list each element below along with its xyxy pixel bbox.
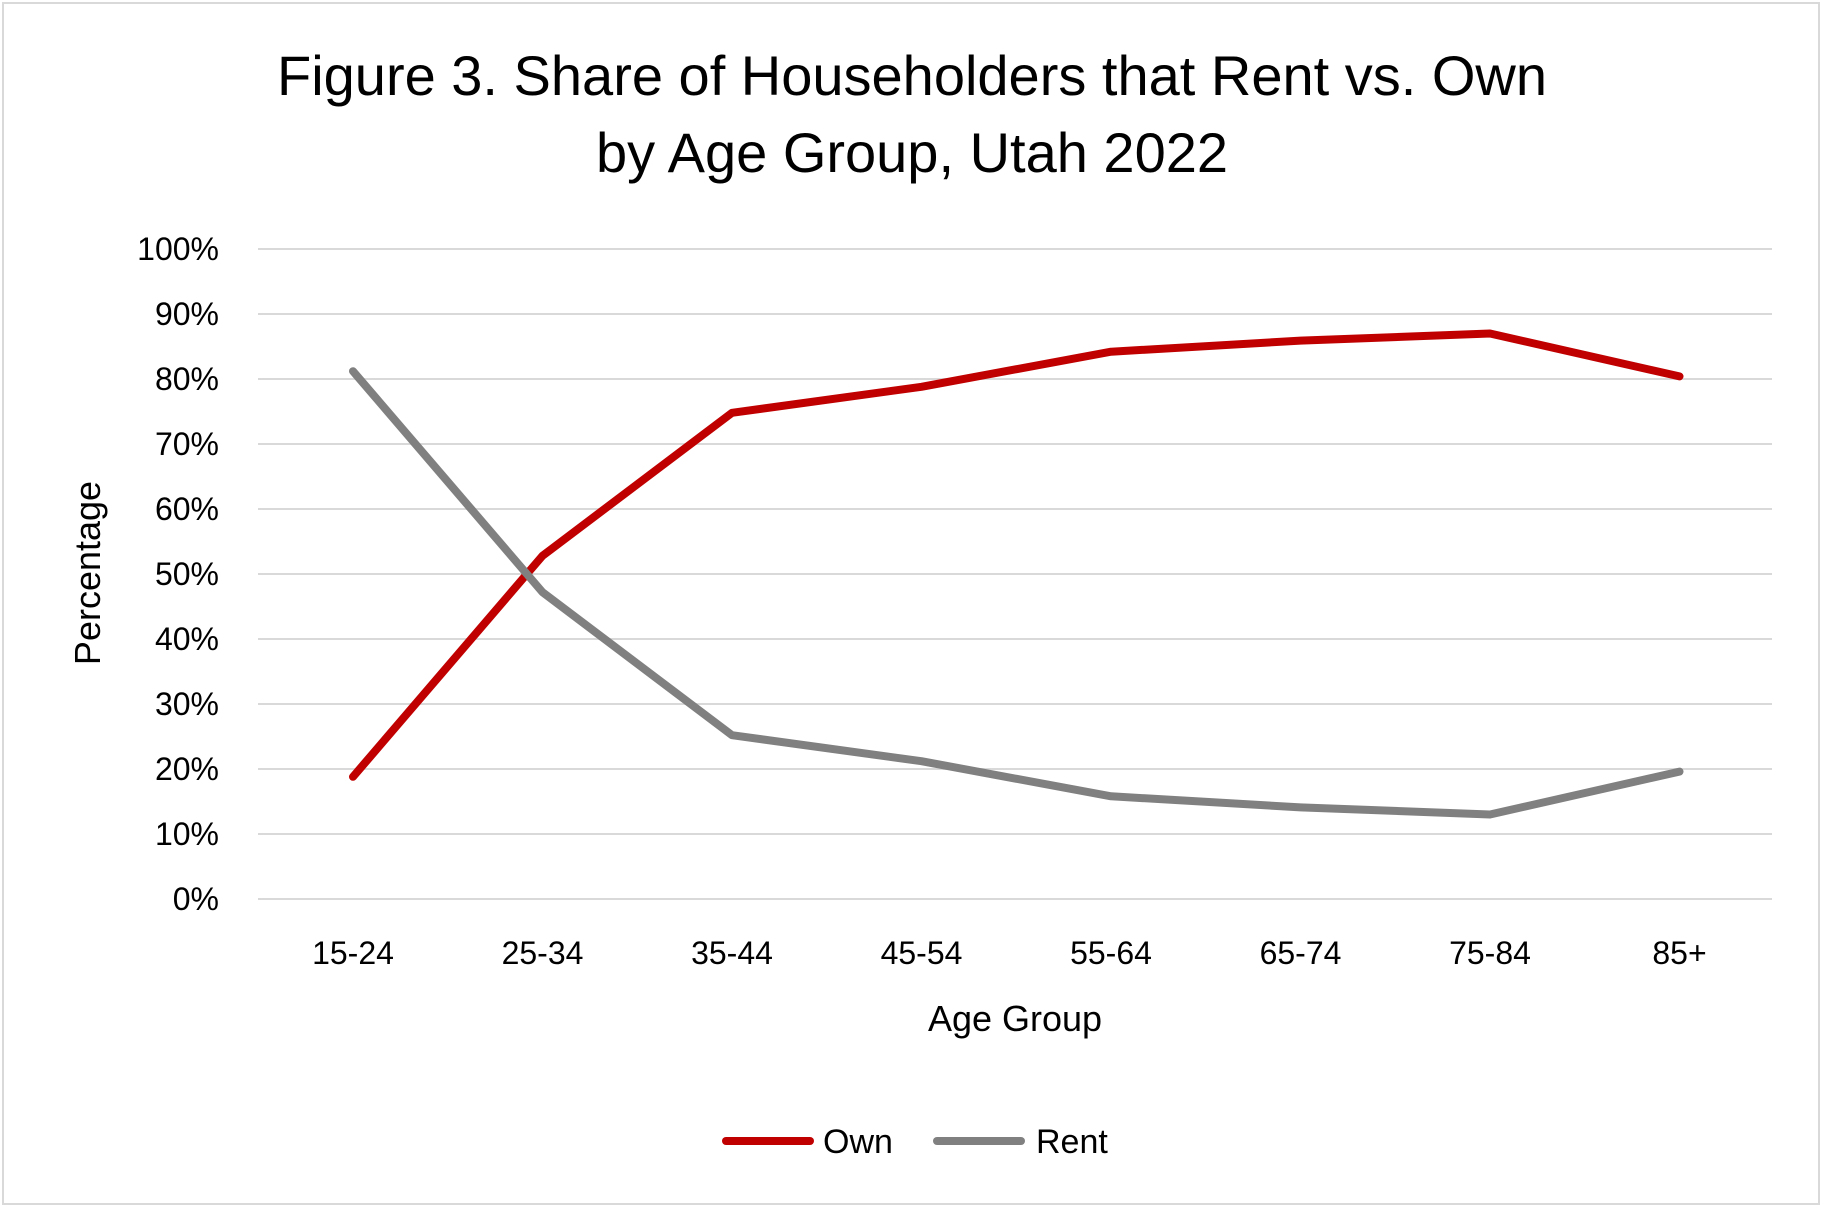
legend-label-own: Own [823,1123,893,1161]
y-axis-title: Percentage [67,481,108,665]
y-tick-label: 10% [155,816,219,852]
y-tick-label: 60% [155,491,219,527]
x-tick-label: 85+ [1652,935,1706,971]
y-tick-label: 70% [155,426,219,462]
y-axis-ticks: 0% 10% 20% 30% 40% 50% 60% 70% 80% 90% 100% [137,231,219,917]
y-tick-label: 80% [155,361,219,397]
gridlines [258,248,1772,900]
y-tick-label: 0% [173,881,219,917]
x-axis-title: Age Group [928,998,1102,1039]
y-tick-label: 30% [155,686,219,722]
y-tick-label: 50% [155,556,219,592]
y-tick-label: 100% [137,231,219,267]
x-tick-label: 45-54 [881,935,963,971]
x-tick-label: 75-84 [1449,935,1531,971]
x-tick-label: 35-44 [691,935,773,971]
chart-subtitle: by Age Group, Utah 2022 [596,121,1228,184]
x-tick-label: 65-74 [1260,935,1342,971]
y-tick-label: 90% [155,296,219,332]
series-line-rent [349,367,1684,819]
chart-title: Figure 3. Share of Householders that Ren… [277,44,1547,107]
x-tick-label: 55-64 [1070,935,1152,971]
legend-label-rent: Rent [1036,1123,1108,1161]
series-line-own [349,329,1684,781]
series-lines [349,329,1684,819]
x-tick-label: 15-24 [312,935,394,971]
x-axis-ticks: 15-24 25-34 35-44 45-54 55-64 65-74 75-84 85+ [312,935,1707,971]
y-tick-label: 40% [155,621,219,657]
y-tick-label: 20% [155,751,219,787]
x-tick-label: 25-34 [502,935,584,971]
legend: Own Rent [722,1123,1108,1161]
